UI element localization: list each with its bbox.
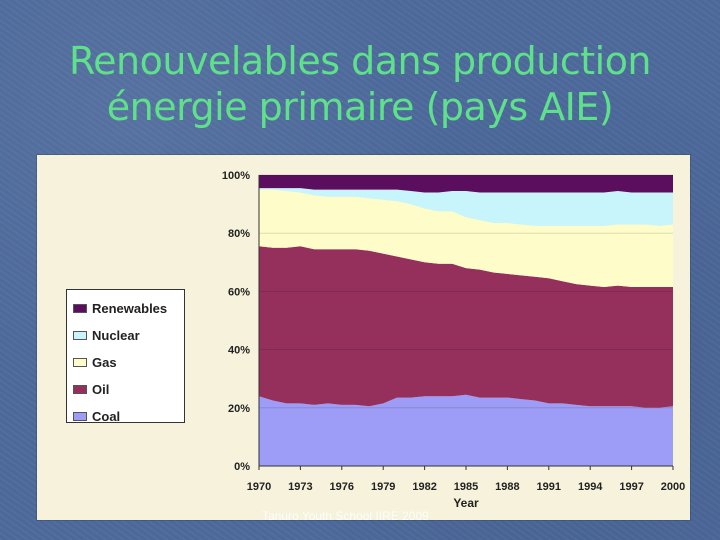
x-tick-label: 1994 — [578, 481, 603, 493]
x-tick-label: 1997 — [619, 481, 643, 493]
legend-swatch — [73, 358, 87, 367]
x-tick-label: 1988 — [495, 481, 519, 493]
x-tick-label: 1982 — [412, 481, 436, 493]
series-area-nuclear — [259, 188, 673, 226]
legend-label: Oil — [92, 382, 110, 397]
series-area-renewables — [259, 175, 673, 193]
x-tick-label: 1973 — [288, 481, 312, 493]
chart-legend: Renewables Nuclear Gas Oil Coal — [66, 289, 185, 424]
y-tick-label: 80% — [228, 228, 250, 240]
series-area-gas — [259, 189, 673, 287]
x-tick-label: 1979 — [371, 481, 395, 493]
y-tick-label: 60% — [228, 286, 250, 298]
x-tick-label: 1991 — [537, 481, 561, 493]
legend-label: Gas — [92, 355, 117, 370]
legend-item-oil: Oil — [73, 376, 184, 403]
legend-label: Coal — [92, 409, 121, 424]
legend-item-coal: Coal — [73, 403, 184, 430]
legend-item-nuclear: Nuclear — [73, 322, 184, 349]
x-tick-label: 1985 — [454, 481, 478, 493]
y-tick-label: 20% — [228, 403, 250, 415]
x-tick-label: 2000 — [661, 481, 685, 493]
legend-swatch — [73, 412, 87, 421]
slide-title-line-2: énergie primaire (pays AIE) — [106, 85, 614, 129]
watermark: Tanuro Youth School IIRE 2009 — [262, 509, 429, 523]
chart-frame: 0% 20% 40% 60% 80% 100% 1970 1973 1976 1979 1982 19… — [37, 155, 690, 520]
legend-item-gas: Gas — [73, 349, 184, 376]
y-tick-label: 0% — [234, 461, 250, 473]
x-tick-label: 1976 — [330, 481, 354, 493]
slide-title-line-1: Renouvelables dans production — [68, 39, 652, 83]
legend-swatch — [73, 304, 87, 313]
legend-item-renewables: Renewables — [73, 295, 184, 322]
y-tick-label: 100% — [222, 170, 250, 182]
slide-title: Renouvelables dans production énergie pr… — [0, 38, 720, 130]
x-axis-title: Year — [453, 496, 479, 510]
legend-label: Nuclear — [92, 328, 140, 343]
x-tick-label: 1970 — [247, 481, 271, 493]
legend-label: Renewables — [92, 301, 168, 316]
series-area-oil — [259, 246, 673, 408]
series-area-coal — [259, 394, 673, 466]
y-tick-label: 40% — [228, 345, 250, 357]
stacked-area-chart: 0% 20% 40% 60% 80% 100% 1970 1973 1976 1979 1982 19… — [222, 170, 685, 510]
legend-swatch — [73, 385, 87, 394]
legend-swatch — [73, 331, 87, 340]
